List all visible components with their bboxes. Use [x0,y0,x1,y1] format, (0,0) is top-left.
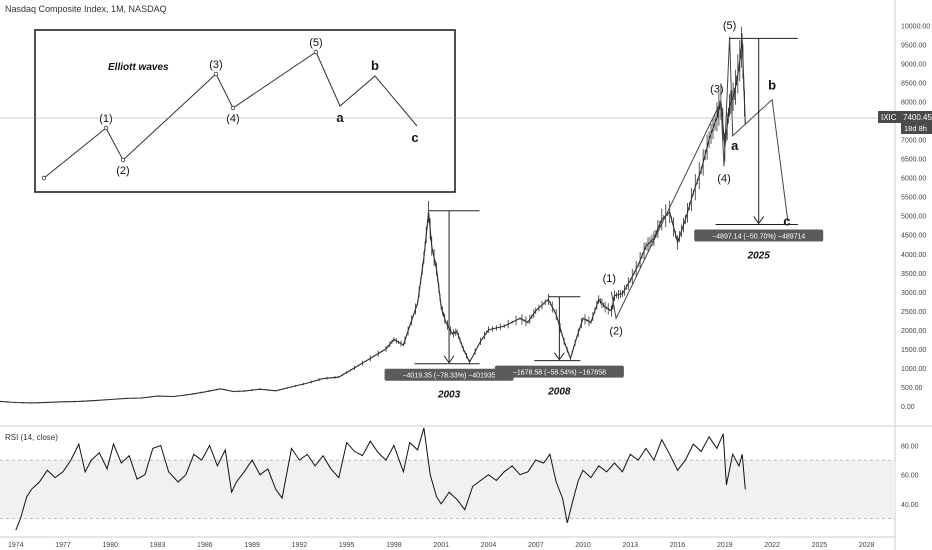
x-tick-label: 1986 [197,542,213,549]
drawdown-label-box [694,229,824,242]
legend-wave-label: a [336,110,344,125]
rsi-band [0,460,895,519]
price-marker-symbol: IXIC [881,113,897,122]
x-tick-label: 1980 [103,542,119,549]
price-tick-label: 7000.00 [901,138,926,145]
legend-wave-node [41,175,47,181]
drawdown-arrow-head [553,352,565,361]
legend-frame [34,29,456,193]
x-tick-label: 1995 [339,542,355,549]
rsi-title: RSI (14, close) [5,433,58,442]
legend-wave-label: (5) [309,37,322,49]
price-plot: (1) (2) (3) (4) (5) a b c [0,20,790,404]
legend-title: Elliott waves [108,62,169,73]
price-tick-label: 3500.00 [901,271,926,278]
price-tick-label: 5000.00 [901,214,926,221]
legend-wave-node [120,157,126,163]
elliott-wave-path [610,36,789,321]
chart-wave-label: b [768,78,776,93]
x-tick-label: 1977 [55,542,71,549]
rsi-tick-label: 60.00 [901,473,919,480]
chart-wave-label: c [783,213,790,228]
chart-wave-label: (1) [603,273,616,285]
price-tick-label: 4000.00 [901,252,926,259]
chart-wave-label: (3) [710,84,723,96]
x-axis: 1974 1977 1980 1983 1986 1989 1992 1995 1998 2001… [0,536,895,549]
x-tick-label: 2007 [528,542,544,549]
rsi-series-line [15,427,746,531]
drawdown-year-label: 2008 [547,387,571,398]
annotation-layer: −4019.35 (−78.33%) −401935 2003 −1678.58 (… [384,37,824,401]
drawdown-arrow-head [753,216,765,225]
legend-wave-label: (4) [226,113,239,125]
x-tick-label: 1983 [150,542,166,549]
countdown-box [901,123,932,134]
x-tick-label: 1974 [8,542,24,549]
drawdown-year-label: 2025 [747,250,771,261]
legend-wave-label: (1) [99,113,112,125]
x-tick-label: 2019 [717,542,733,549]
x-tick-label: 1998 [386,542,402,549]
price-tick-label: 6000.00 [901,176,926,183]
price-tick-label: 10000.00 [901,23,930,30]
chart-wave-label: (2) [609,325,622,337]
x-tick-label: 2028 [859,542,875,549]
x-tick-label: 2016 [670,542,686,549]
drawdown-year-label: 2003 [437,390,461,401]
price-tick-label: 8500.00 [901,81,926,88]
rsi-panel: RSI (14, close) 80.00 60.00 40.00 [0,427,919,531]
price-marker-box [878,111,932,123]
x-tick-label: 2001 [433,542,449,549]
chart-wave-label: (4) [717,173,730,185]
x-tick-label: 1989 [244,542,260,549]
price-tick-label: 6500.00 [901,157,926,164]
price-tick-label: 500.00 [901,385,923,392]
legend-wave-label: c [411,130,418,145]
chart-wave-label: (5) [723,20,736,32]
price-tick-label: 3000.00 [901,290,926,297]
drawdown-label-text: −1678.58 (−58.54%) −167858 [513,370,606,377]
elliott-legend-box: Elliott waves (1) (2) (3) (4) (5) a b c [34,29,456,193]
price-tick-label: 2500.00 [901,309,926,316]
rsi-tick-label: 80.00 [901,444,919,451]
price-tick-label: 9000.00 [901,61,926,68]
price-tick-label: 0.00 [901,404,915,411]
legend-wave-node [313,49,319,55]
x-tick-label: 2010 [575,542,591,549]
drawdown-label-text: −4897.14 (−50.70%) −489714 [712,233,805,240]
legend-wave-node [230,105,236,111]
price-marker-countdown: 18d 8h [904,124,927,133]
price-tick-label: 4500.00 [901,233,926,240]
legend-wave-label: (2) [116,165,129,177]
x-tick-label: 2022 [764,542,780,549]
x-tick-label: 2025 [812,542,828,549]
drawdown-arrow-head [443,355,455,364]
legend-wave-node [103,125,109,131]
x-tick-label: 2004 [481,542,497,549]
chart-title: Nasdaq Composite Index, 1M, NASDAQ [5,4,167,14]
x-tick-label: 1992 [292,542,308,549]
chart-wave-label: a [731,138,739,153]
drawdown-label-box [494,365,624,378]
drawdown-label-box [384,368,514,381]
price-tick-label: 1000.00 [901,366,926,373]
legend-wave-label: b [371,58,379,73]
price-tick-label: 5500.00 [901,195,926,202]
rsi-tick-label: 40.00 [901,502,919,509]
price-tick-label: 2000.00 [901,328,926,335]
legend-wave-node [213,71,219,77]
legend-wave-label: (3) [209,59,222,71]
x-tick-label: 2013 [622,542,638,549]
price-marker-value: 7400.45 [903,113,932,122]
price-tick-label: 9500.00 [901,42,926,49]
drawdown-label-text: −4019.35 (−78.33%) −401935 [402,373,495,380]
price-tick-label: 8000.00 [901,100,926,107]
price-tick-label: 1500.00 [901,347,926,354]
